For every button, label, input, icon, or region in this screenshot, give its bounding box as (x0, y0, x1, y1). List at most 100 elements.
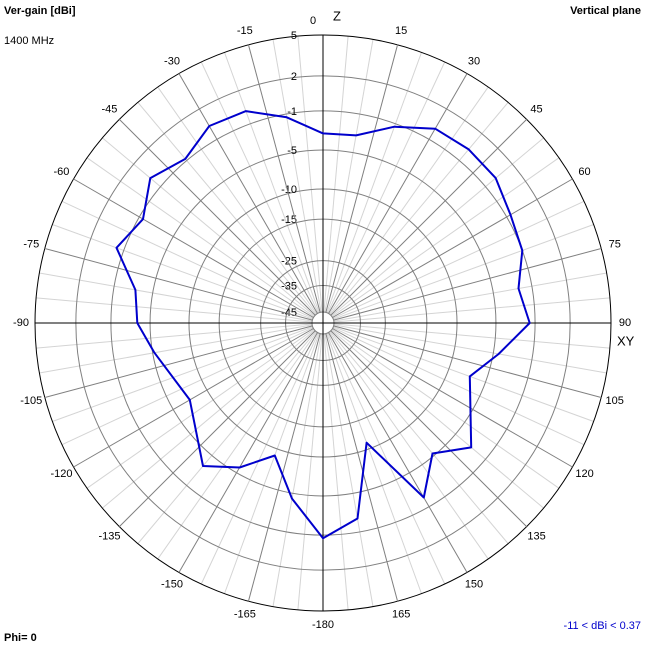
minor-spoke (137, 331, 317, 544)
major-spoke (332, 328, 573, 468)
minor-spoke (333, 272, 607, 322)
major-spoke (73, 178, 314, 318)
theta-tick-label: -30 (164, 55, 180, 67)
minor-spoke (272, 333, 322, 607)
minor-spoke (137, 102, 317, 315)
theta-tick-label: 60 (578, 166, 590, 178)
minor-spoke (36, 297, 313, 323)
major-spoke (330, 330, 528, 528)
major-spoke (178, 73, 318, 314)
chart-title: Vertical plane (570, 5, 641, 17)
theta-tick-label: 0 (310, 15, 316, 27)
theta-tick-label: 120 (575, 468, 593, 480)
theta-tick-label: 15 (395, 25, 407, 37)
theta-tick-label: 90 (619, 317, 631, 329)
minor-spoke (61, 327, 314, 446)
theta-tick-label: 45 (530, 103, 542, 115)
minor-spoke (102, 329, 315, 509)
theta-tick-label: 150 (465, 578, 483, 590)
major-spoke (247, 44, 321, 313)
minor-spoke (86, 157, 315, 318)
major-spoke (328, 73, 468, 314)
minor-spoke (86, 328, 315, 489)
major-spoke (73, 328, 314, 468)
minor-spoke (36, 323, 313, 349)
minor-spoke (333, 324, 607, 374)
minor-spoke (61, 200, 314, 319)
minor-spoke (200, 332, 319, 585)
phi-label: Phi= 0 (4, 632, 37, 644)
minor-spoke (157, 331, 318, 560)
minor-spoke (331, 137, 544, 317)
minor-spoke (323, 36, 349, 313)
theta-tick-label: -150 (161, 578, 183, 590)
minor-spoke (52, 224, 313, 320)
minor-spoke (326, 333, 422, 594)
minor-spoke (328, 331, 489, 560)
pattern-line (115, 110, 531, 540)
minor-spoke (332, 327, 585, 446)
major-spoke (118, 118, 316, 316)
minor-spoke (331, 329, 544, 509)
theta-tick-label: -90 (13, 317, 29, 329)
horizon-label: XY (617, 333, 635, 348)
minor-spoke (333, 297, 610, 323)
major-spoke (178, 332, 318, 573)
zenith-label: Z (333, 8, 341, 23)
r-tick-label: -1 (287, 106, 297, 118)
minor-spoke (333, 224, 594, 320)
major-spoke (44, 325, 313, 399)
theta-tick-label: -165 (234, 609, 256, 621)
y-label: Ver-gain [dBi] (4, 5, 76, 17)
minor-spoke (200, 61, 319, 314)
major-spoke (325, 44, 399, 313)
major-spoke (333, 325, 602, 399)
theta-tick-label: -60 (54, 166, 70, 178)
minor-spoke (39, 324, 313, 374)
minor-spoke (331, 157, 560, 318)
minor-spoke (224, 333, 320, 594)
minor-spoke (52, 326, 313, 422)
minor-spoke (39, 272, 313, 322)
theta-tick-label: -75 (23, 239, 39, 251)
minor-spoke (328, 86, 489, 315)
minor-spoke (324, 333, 374, 607)
theta-tick-label: 30 (468, 55, 480, 67)
theta-tick-label: -180 (312, 619, 334, 631)
minor-spoke (332, 200, 585, 319)
major-spoke (325, 333, 399, 602)
theta-tick-label: 135 (527, 530, 545, 542)
minor-spoke (329, 102, 509, 315)
major-spoke (247, 333, 321, 602)
theta-tick-label: 165 (392, 609, 410, 621)
theta-tick-label: 75 (609, 239, 621, 251)
theta-tick-label: -135 (98, 530, 120, 542)
minor-spoke (327, 61, 446, 314)
theta-tick-label: -105 (20, 395, 42, 407)
range-note: -11 < dBi < 0.37 (564, 620, 641, 632)
theta-tick-label: 105 (606, 395, 624, 407)
major-spoke (333, 247, 602, 321)
r-tick-label: 5 (291, 30, 297, 42)
minor-spoke (333, 326, 594, 422)
minor-spoke (297, 333, 323, 610)
theta-tick-label: -45 (102, 103, 118, 115)
r-tick-label: -25 (281, 256, 297, 268)
r-tick-label: -45 (281, 307, 297, 319)
subtitle: 1400 MHz (4, 35, 54, 47)
minor-spoke (333, 323, 610, 349)
minor-spoke (297, 36, 323, 313)
r-tick-label: -5 (287, 145, 297, 157)
major-spoke (328, 332, 468, 573)
r-tick-label: 2 (291, 71, 297, 83)
minor-spoke (272, 39, 322, 313)
theta-tick-label: -15 (237, 25, 253, 37)
r-tick-label: -15 (281, 214, 297, 226)
theta-tick-label: -120 (50, 468, 72, 480)
major-spoke (44, 247, 313, 321)
minor-spoke (327, 332, 446, 585)
r-tick-label: -10 (281, 184, 297, 196)
minor-spoke (326, 52, 422, 313)
minor-spoke (331, 328, 560, 489)
minor-spoke (224, 52, 320, 313)
